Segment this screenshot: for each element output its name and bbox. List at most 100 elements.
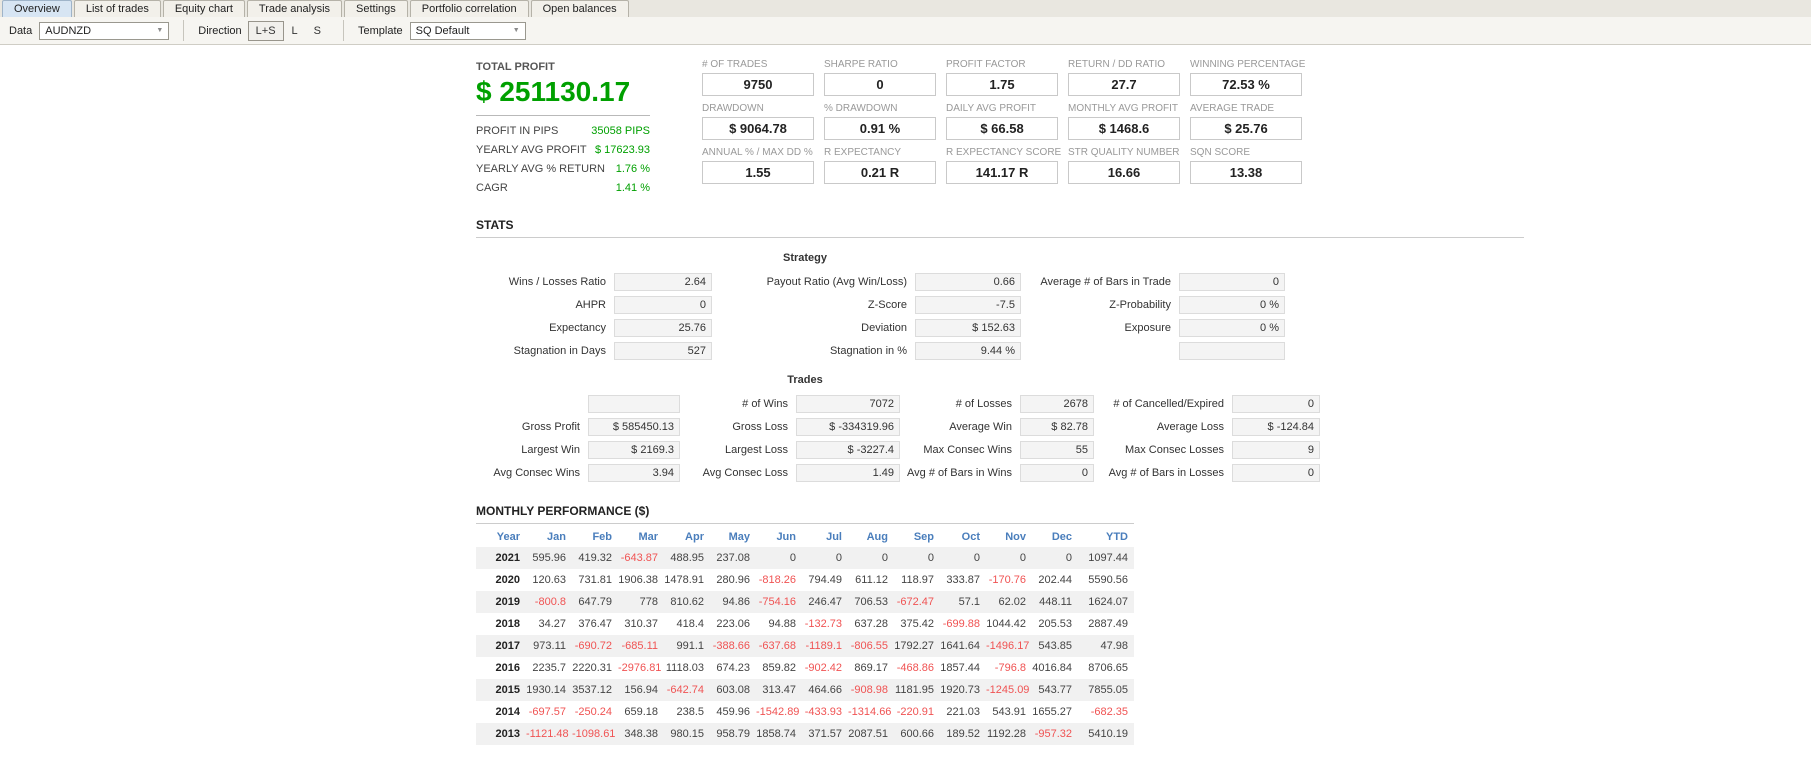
metric-profit-factor: PROFIT FACTOR 1.75 bbox=[946, 59, 1058, 96]
metrics-grid: # OF TRADES 9750 SHARPE RATIO 0 PROFIT FACTO… bbox=[702, 59, 1312, 198]
metric-value: 27.7 bbox=[1068, 73, 1180, 96]
monthly-cell: -697.57 bbox=[528, 706, 566, 718]
stat-label: Max Consec Losses bbox=[1124, 444, 1224, 456]
monthly-cell: 603.08 bbox=[716, 684, 750, 696]
stat-value: 2.64 bbox=[614, 273, 712, 291]
monthly-cell: 1641.64 bbox=[940, 640, 980, 652]
monthly-cell: 0 bbox=[835, 552, 842, 564]
metric-daily-avg-profit: DAILY AVG PROFIT $ 66.58 bbox=[946, 103, 1058, 140]
stat-label: Expectancy bbox=[549, 322, 606, 334]
stat-pair-of-cancelled-expired: # of Cancelled/Expired 0 bbox=[1094, 395, 1320, 413]
monthly-cell: 706.53 bbox=[854, 596, 888, 608]
stat-label: Gross Profit bbox=[521, 421, 580, 433]
tab-trade-analysis[interactable]: Trade analysis bbox=[246, 0, 343, 17]
monthly-table-body: 2021 595.96 419.32 -643.87 488.95 237.08 0 0 0 0 0… bbox=[476, 547, 1134, 745]
direction-option-s[interactable]: S bbox=[313, 24, 322, 37]
stat-label: Deviation bbox=[861, 322, 907, 334]
monthly-cell: -170.76 bbox=[988, 574, 1026, 586]
metric-label: MONTHLY AVG PROFIT bbox=[1068, 103, 1179, 114]
metric-value: $ 1468.6 bbox=[1068, 117, 1180, 140]
tab-settings[interactable]: Settings bbox=[344, 0, 408, 17]
tab-list-of-trades[interactable]: List of trades bbox=[73, 0, 161, 17]
monthly-cell: 600.66 bbox=[900, 728, 934, 740]
total-profit-block: TOTAL PROFIT $ 251130.17 PROFIT IN PIPS 3… bbox=[476, 59, 650, 198]
stat-value: 0 % bbox=[1179, 296, 1285, 314]
metric-row: ANNUAL % / MAX DD % 1.55 R EXPECTANCY 0.21 … bbox=[702, 147, 1312, 184]
metric-label: STR QUALITY NUMBER bbox=[1068, 147, 1180, 158]
tab-open-balances[interactable]: Open balances bbox=[530, 0, 629, 17]
monthly-cell: 2220.31 bbox=[572, 662, 612, 674]
stat-pair-largest-loss: Largest Loss $ -3227.4 bbox=[680, 441, 900, 459]
monthly-cell: -637.68 bbox=[758, 640, 796, 652]
stat-label: Payout Ratio (Avg Win/Loss) bbox=[766, 276, 907, 288]
stat-pair-deviation: Deviation $ 152.63 bbox=[712, 319, 1021, 337]
monthly-cell: 3537.12 bbox=[572, 684, 612, 696]
monthly-cell: 1624.07 bbox=[1088, 596, 1128, 608]
monthly-cell: 223.06 bbox=[716, 618, 750, 630]
tab-equity-chart[interactable]: Equity chart bbox=[162, 0, 245, 17]
metric-label: ANNUAL % / MAX DD % bbox=[702, 147, 813, 158]
stat-value: $ -3227.4 bbox=[796, 441, 900, 459]
monthly-cell: -468.86 bbox=[896, 662, 934, 674]
metric-winning-percentage: WINNING PERCENTAGE 72.53 % bbox=[1190, 59, 1305, 96]
monthly-col-oct: Oct bbox=[961, 531, 980, 543]
tab-portfolio-correlation[interactable]: Portfolio correlation bbox=[409, 0, 529, 17]
stat-label: Z-Probability bbox=[1109, 299, 1171, 311]
monthly-cell: -132.73 bbox=[804, 618, 842, 630]
template-select[interactable]: SQ Default ▼ bbox=[409, 21, 526, 40]
direction-option-l-s[interactable]: L+S bbox=[247, 20, 284, 41]
stat-value: 9.44 % bbox=[915, 342, 1021, 360]
monthly-col-sep: Sep bbox=[913, 531, 934, 543]
stat-value: 25.76 bbox=[614, 319, 712, 337]
monthly-year: 2013 bbox=[495, 728, 520, 740]
stat-label: Avg Consec Loss bbox=[702, 467, 788, 479]
stat-pair-blank bbox=[1021, 342, 1285, 360]
stat-pair-stagnation-in: Stagnation in % 9.44 % bbox=[712, 342, 1021, 360]
monthly-row-2013: 2013 -1121.48 -1098.61 348.38 980.15 958.79 18… bbox=[476, 723, 1134, 745]
chevron-down-icon: ▼ bbox=[156, 27, 164, 34]
stat-value: 0 bbox=[1020, 464, 1094, 482]
divider bbox=[476, 115, 650, 116]
monthly-cell: 1044.42 bbox=[986, 618, 1026, 630]
monthly-cell: 1920.73 bbox=[940, 684, 980, 696]
monthly-cell: 1930.14 bbox=[526, 684, 566, 696]
monthly-cell: 5590.56 bbox=[1088, 574, 1128, 586]
stat-pair-average-loss: Average Loss $ -124.84 bbox=[1094, 418, 1320, 436]
stat-value: -7.5 bbox=[915, 296, 1021, 314]
metric-value: 141.17 R bbox=[946, 161, 1058, 184]
stat-value: 0 % bbox=[1179, 319, 1285, 337]
stats-group-title: Trades bbox=[787, 374, 823, 386]
monthly-cell: 375.42 bbox=[900, 618, 934, 630]
metric-row: DRAWDOWN $ 9064.78 % DRAWDOWN 0.91 % DAILY A… bbox=[702, 103, 1312, 140]
stat-value: 3.94 bbox=[588, 464, 680, 482]
metric-str-quality-number: STR QUALITY NUMBER 16.66 bbox=[1068, 147, 1180, 184]
monthly-row-2017: 2017 973.11 -690.72 -685.11 991.1 -388.66 -637… bbox=[476, 635, 1134, 657]
monthly-cell: 794.49 bbox=[808, 574, 842, 586]
data-select[interactable]: AUDNZD ▼ bbox=[39, 21, 170, 40]
stat-value bbox=[1179, 342, 1285, 360]
metric-value: $ 25.76 bbox=[1190, 117, 1302, 140]
template-select-value: SQ Default bbox=[415, 24, 470, 37]
stat-value: $ 152.63 bbox=[915, 319, 1021, 337]
monthly-row-2021: 2021 595.96 419.32 -643.87 488.95 237.08 0 0 0 0 0… bbox=[476, 547, 1134, 569]
stat-label: Gross Loss bbox=[732, 421, 788, 433]
metric-of-trades: # OF TRADES 9750 bbox=[702, 59, 814, 96]
stat-value: $ -334319.96 bbox=[796, 418, 900, 436]
tab-overview[interactable]: Overview bbox=[2, 0, 72, 17]
direction-group: Direction L+S L S bbox=[183, 20, 343, 41]
metric-value: 72.53 % bbox=[1190, 73, 1302, 96]
monthly-cell: -902.42 bbox=[804, 662, 842, 674]
metric-label: DAILY AVG PROFIT bbox=[946, 103, 1037, 114]
stat-label: Avg Consec Wins bbox=[493, 467, 580, 479]
monthly-col-dec: Dec bbox=[1051, 531, 1072, 543]
total-profit-value: $ 251130.17 bbox=[476, 76, 631, 107]
monthly-cell: -1542.89 bbox=[756, 706, 800, 718]
direction-option-l[interactable]: L bbox=[291, 24, 298, 37]
monthly-row-2019: 2019 -800.8 647.79 778 810.62 94.86 -754.16 246… bbox=[476, 591, 1134, 613]
metric-value: 13.38 bbox=[1190, 161, 1302, 184]
monthly-cell: 47.98 bbox=[1100, 640, 1128, 652]
monthly-cell: 543.77 bbox=[1038, 684, 1072, 696]
monthly-cell: -800.8 bbox=[534, 596, 566, 608]
monthly-cell: -1314.66 bbox=[848, 706, 892, 718]
monthly-cell: 1906.38 bbox=[618, 574, 658, 586]
